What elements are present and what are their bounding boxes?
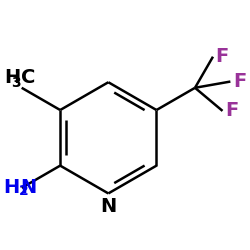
Text: C: C	[21, 68, 35, 87]
Text: 3: 3	[11, 76, 21, 90]
Text: 2: 2	[19, 184, 29, 198]
Text: F: F	[225, 102, 238, 120]
Text: H: H	[3, 178, 19, 197]
Text: F: F	[216, 47, 229, 66]
Text: N: N	[100, 197, 116, 216]
Text: N: N	[20, 178, 36, 197]
Text: F: F	[233, 72, 246, 91]
Text: H: H	[4, 68, 21, 87]
